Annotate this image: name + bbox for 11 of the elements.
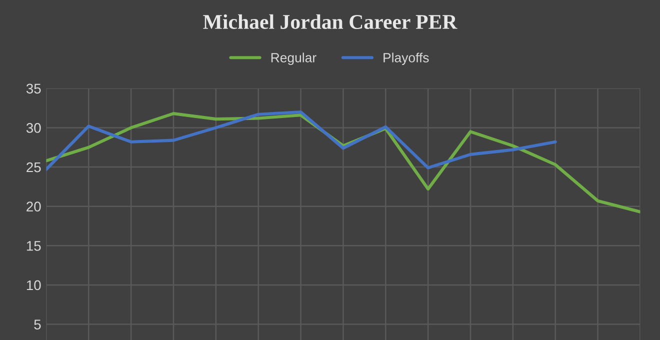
chart-title: Michael Jordan Career PER [203,14,458,30]
y-tick-label: 10 [26,280,41,290]
legend-label: Playoffs [384,52,429,65]
legend-label: Regular [271,52,316,65]
line-series [46,110,557,171]
y-tick-label: 15 [26,241,41,251]
y-tick-label: 5 [34,320,41,330]
y-tick-label: 25 [26,162,41,172]
y-tick-label: 30 [26,123,41,133]
y-tick-label: 20 [26,202,41,212]
y-tick-label: 35 [26,84,41,94]
